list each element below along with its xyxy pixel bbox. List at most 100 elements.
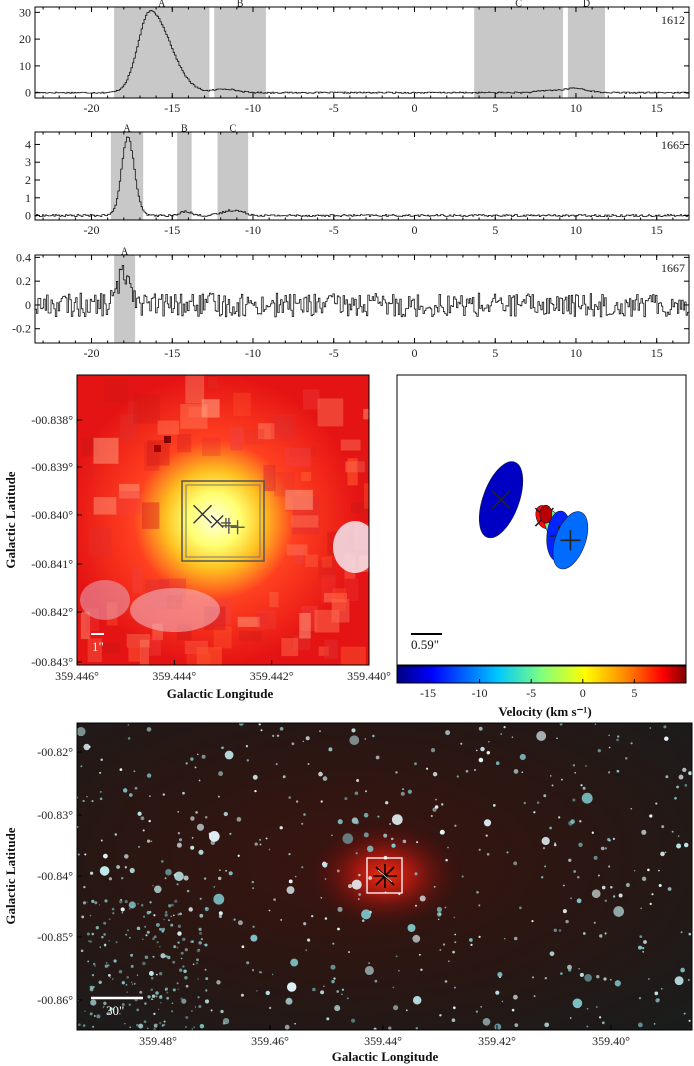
xtick-label: 15 — [651, 223, 663, 237]
zoom-pixel-patch — [302, 389, 320, 410]
star — [591, 889, 601, 899]
faint-star — [130, 981, 133, 983]
star — [213, 886, 216, 888]
xtick-label: 0 — [411, 223, 417, 237]
star — [204, 999, 210, 1004]
star — [114, 833, 118, 836]
ytick-label: -0.2 — [12, 322, 31, 336]
star — [570, 819, 575, 824]
star — [194, 766, 197, 769]
star — [229, 832, 232, 835]
zoom-pixel-patch — [340, 439, 361, 451]
star — [550, 775, 552, 777]
star — [402, 788, 405, 791]
faint-star — [111, 907, 115, 911]
star — [647, 978, 650, 980]
faint-star — [194, 1006, 197, 1008]
xtick-label: 10 — [570, 101, 582, 115]
star — [256, 990, 258, 992]
star — [432, 807, 437, 812]
star — [355, 852, 358, 855]
star — [676, 785, 679, 789]
zoom-marker-plus — [220, 517, 237, 534]
star — [284, 1024, 290, 1030]
wide-xtick-label: 359.42° — [478, 1034, 516, 1048]
star — [677, 835, 680, 837]
star — [358, 873, 361, 877]
star — [199, 1023, 205, 1029]
faint-star — [143, 915, 146, 918]
star — [99, 790, 102, 793]
star — [77, 853, 80, 856]
star — [641, 946, 645, 950]
star — [593, 921, 596, 924]
star — [208, 832, 212, 836]
zoom-marker-plus — [220, 517, 231, 528]
star — [82, 1024, 86, 1027]
star — [374, 979, 378, 983]
faint-star — [185, 1026, 187, 1028]
faint-star — [198, 931, 203, 935]
zoom-pixel-patch — [258, 423, 275, 440]
star — [154, 885, 162, 894]
star — [237, 854, 240, 857]
star — [453, 916, 456, 919]
faint-star — [163, 918, 165, 921]
star — [91, 973, 95, 977]
zoom-pixel-patch — [83, 464, 95, 476]
faint-star — [118, 969, 123, 974]
star — [630, 742, 633, 745]
zoom-pixel-patch — [344, 579, 359, 601]
star — [415, 904, 417, 907]
star — [356, 779, 360, 782]
star — [328, 747, 333, 752]
star — [641, 829, 647, 835]
star — [586, 1025, 589, 1028]
spec-1665-trace — [35, 136, 690, 217]
star — [582, 932, 586, 935]
region-label-B: B — [237, 0, 244, 10]
star — [638, 945, 642, 950]
star — [198, 927, 202, 931]
faint-star — [121, 911, 124, 914]
star — [478, 935, 481, 939]
star — [483, 819, 492, 827]
star — [582, 786, 586, 790]
zoom-frame — [76, 374, 370, 666]
xtick-label: 10 — [570, 346, 582, 360]
star — [254, 789, 257, 793]
faint-star — [78, 1023, 81, 1027]
xtick-label: 10 — [570, 223, 582, 237]
velocity-component — [552, 511, 589, 570]
star — [364, 738, 367, 740]
star — [604, 899, 607, 902]
star — [551, 784, 554, 787]
faint-star — [98, 980, 102, 985]
star — [322, 776, 328, 781]
star — [488, 741, 490, 743]
faint-star — [136, 974, 139, 976]
xtick-label: 15 — [651, 101, 663, 115]
star — [86, 795, 88, 798]
star — [609, 978, 612, 981]
faint-star — [121, 1003, 125, 1006]
faint-star — [129, 936, 131, 939]
zoom-pixel-patch — [299, 612, 311, 639]
star — [228, 871, 233, 876]
star — [179, 912, 182, 916]
star — [344, 797, 348, 801]
faint-star — [179, 968, 183, 972]
star — [163, 1020, 166, 1023]
star — [558, 929, 562, 932]
star — [597, 749, 601, 753]
star — [162, 793, 165, 796]
star — [320, 800, 323, 803]
region-A — [114, 255, 136, 343]
star — [521, 771, 524, 773]
xtick-label: -20 — [84, 101, 100, 115]
zoom-pixel-patch — [256, 613, 268, 624]
star — [347, 951, 351, 954]
zoom-ytick-label: -00.839° — [31, 460, 73, 474]
star — [630, 807, 633, 810]
star — [420, 968, 423, 972]
